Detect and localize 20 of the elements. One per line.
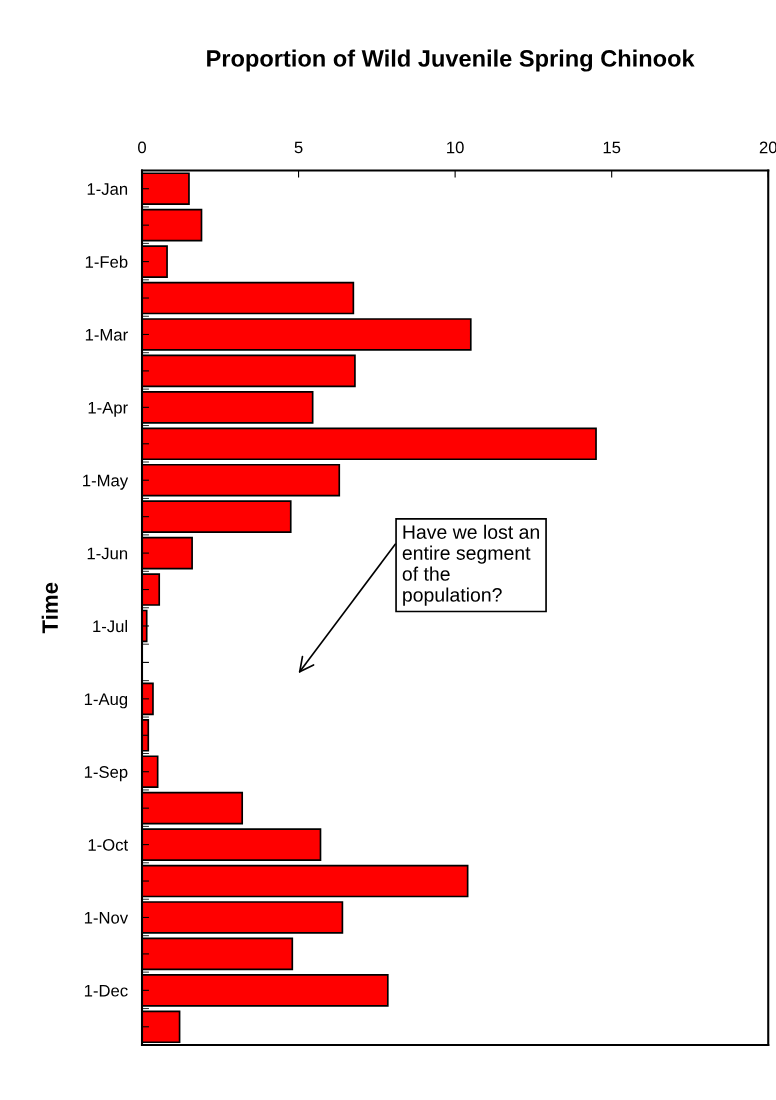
y-tick-label: 1-Mar (85, 329, 128, 341)
y-tick-label: 1-Jun (87, 547, 128, 560)
y-tick-label: 1-Dec (84, 984, 128, 997)
chart-title: Proportion of Wild Juvenile Spring Chinook (207, 49, 695, 72)
y-tick-label: 1-Sep (84, 766, 128, 782)
y-tick-label: 1-Apr (88, 401, 128, 417)
x-tick-label: 0 (138, 141, 146, 154)
y-tick-label: 1-Aug (84, 693, 128, 709)
x-tick-label: 10 (447, 141, 464, 154)
y-tick-label: 1-Jan (87, 183, 128, 195)
y-tick-label: 1-Nov (84, 912, 129, 924)
x-tick-label: 15 (603, 141, 621, 154)
annotation: Have we lost an entire segment of the population? (402, 524, 539, 606)
x-tick-label: 20 (759, 141, 776, 154)
y-tick-label: 1-Feb (85, 255, 128, 268)
y-tick-label: 1-May (83, 474, 129, 490)
y-tick-label: 1-Oct (88, 838, 128, 851)
y-axis-title: Time (41, 582, 58, 634)
x-tick-label: 5 (294, 141, 303, 154)
y-tick-label: 1-Jul (93, 619, 128, 633)
